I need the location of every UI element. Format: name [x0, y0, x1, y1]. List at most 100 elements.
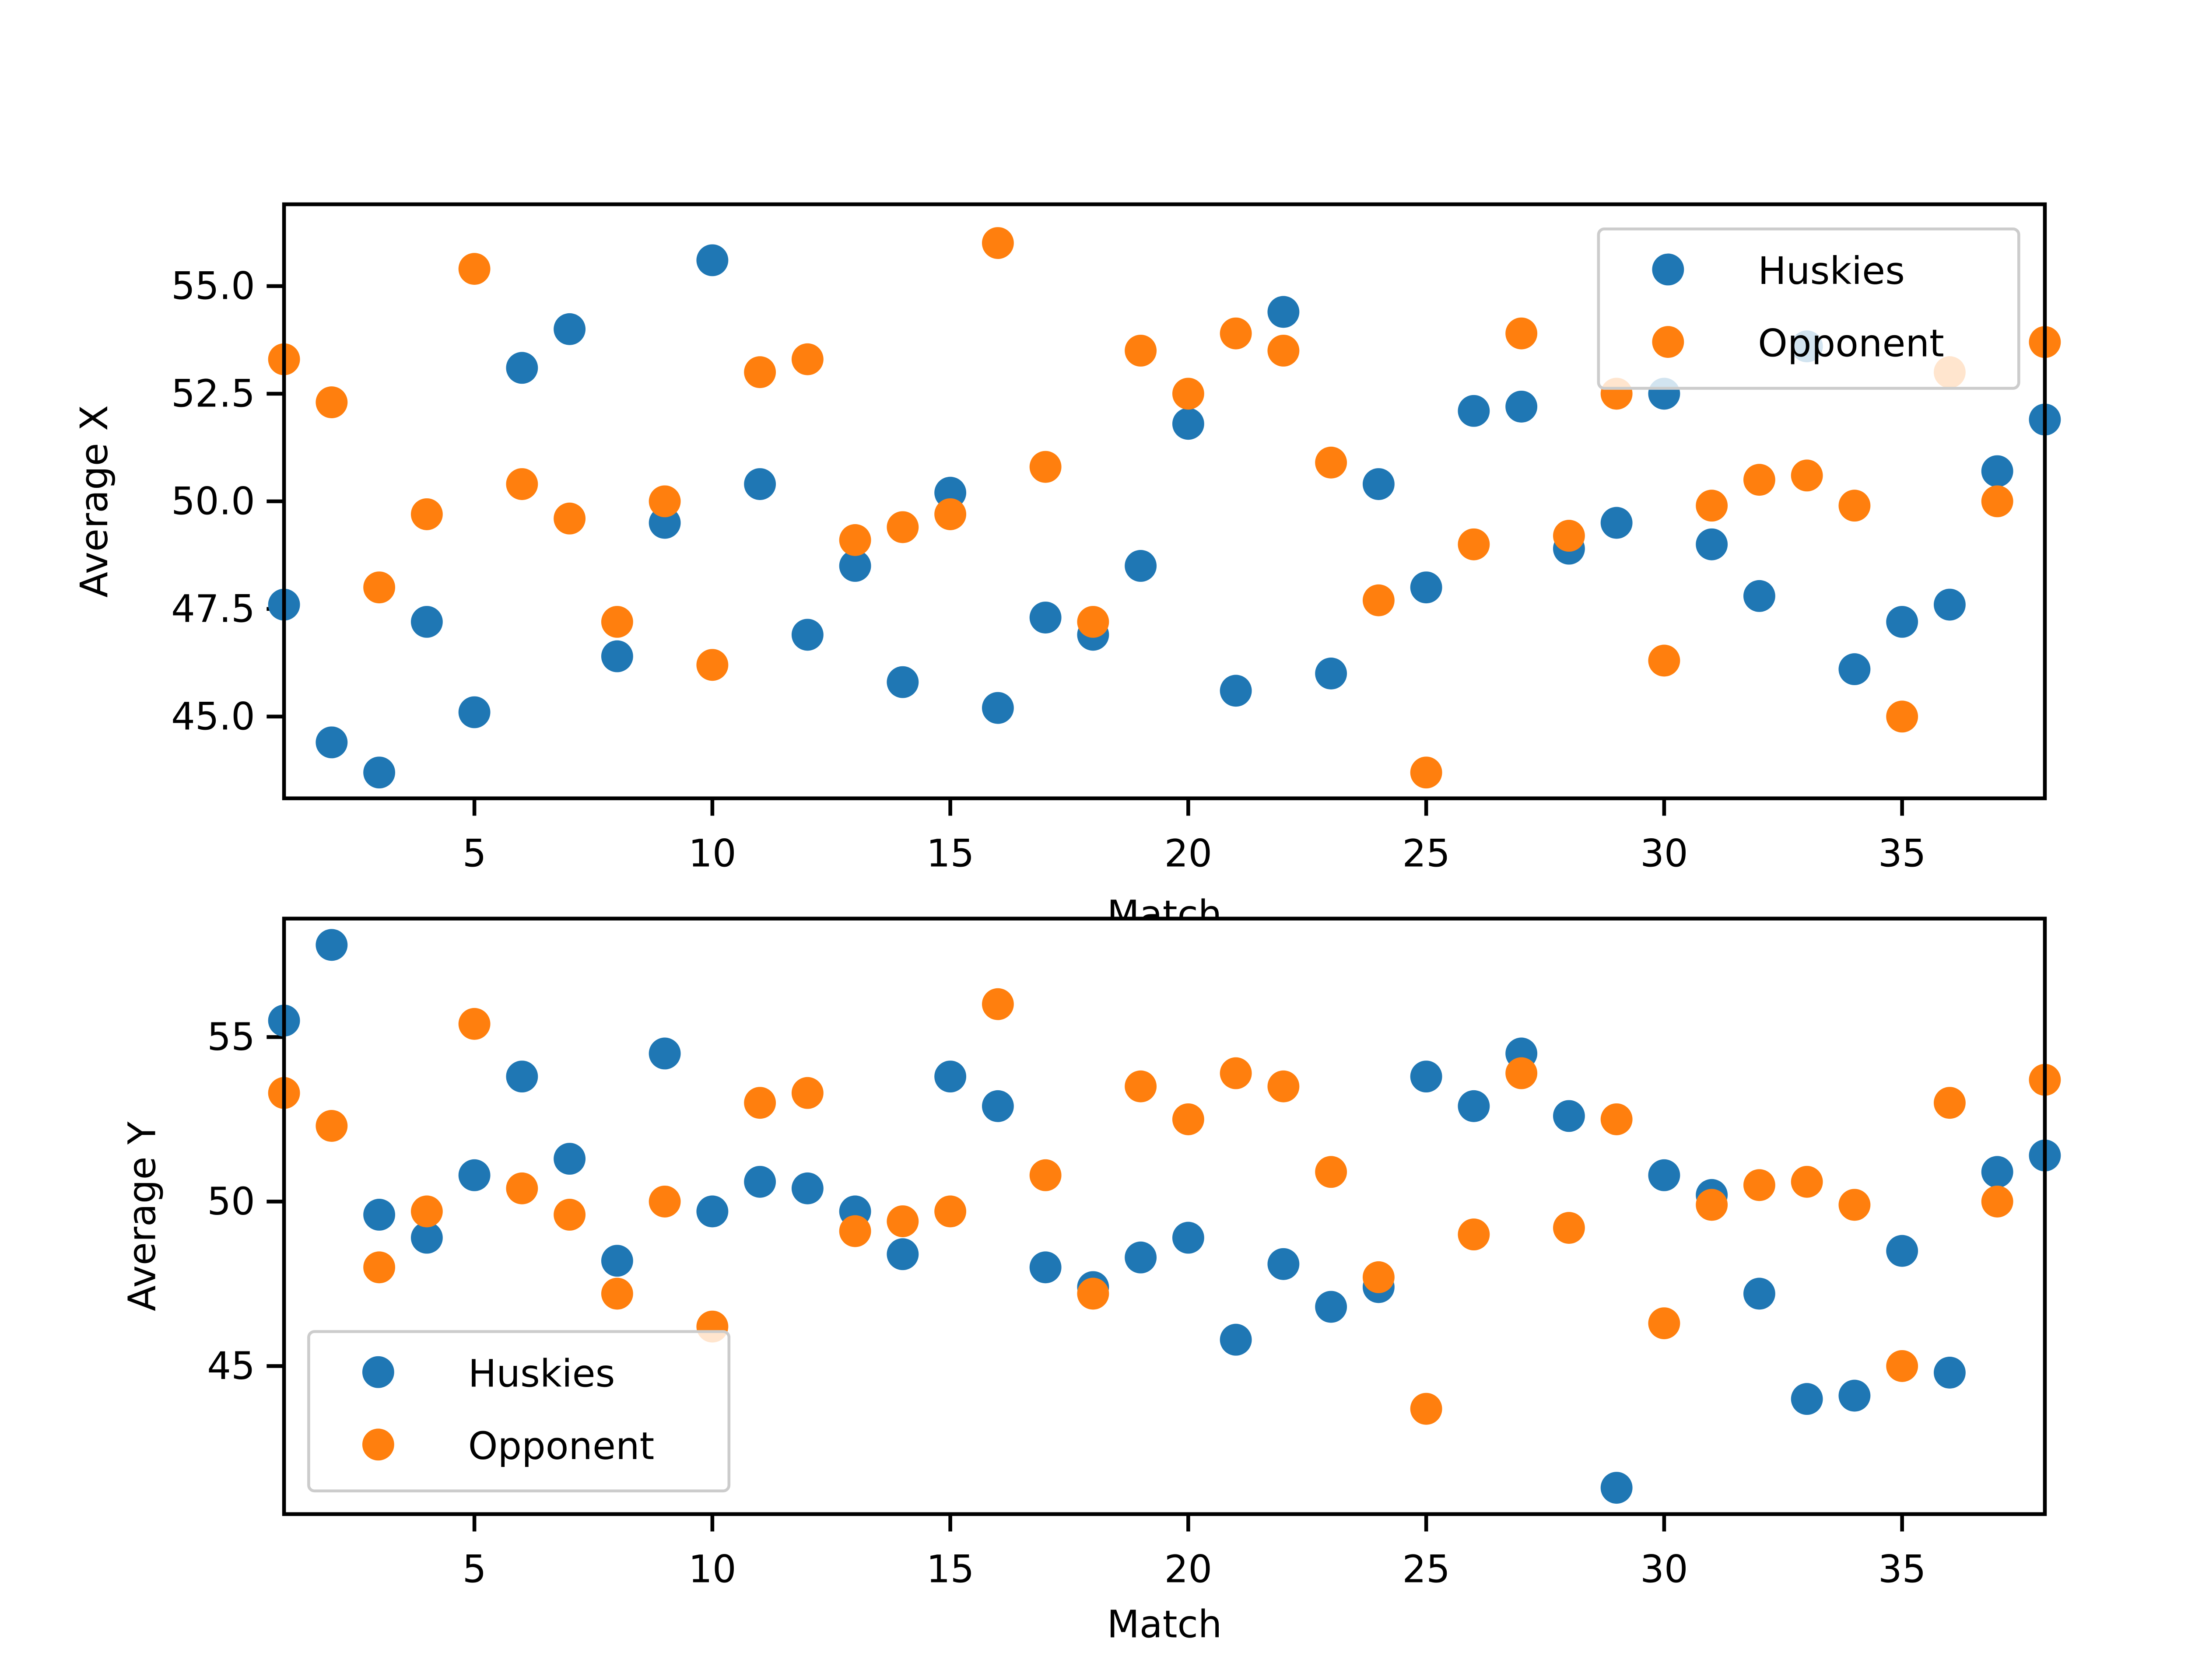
y-tick-label: 45.0 — [171, 695, 255, 739]
huskies-point — [1600, 507, 1633, 539]
huskies-point — [506, 1060, 538, 1093]
huskies-point — [316, 929, 348, 961]
opponent-point — [839, 524, 871, 556]
opponent-point — [1410, 756, 1442, 789]
opponent-point — [1505, 1057, 1538, 1089]
opponent-point — [887, 1205, 919, 1237]
opponent-point — [744, 356, 776, 388]
huskies-point — [1410, 571, 1442, 604]
huskies-point — [554, 313, 586, 345]
opponent-point — [1458, 1218, 1490, 1251]
legend-box — [307, 1330, 731, 1493]
x-tick-label: 20 — [1164, 832, 1213, 875]
opponent-point — [1743, 464, 1775, 496]
huskies-point — [696, 1195, 729, 1228]
x-tick-label: 30 — [1640, 1547, 1688, 1591]
huskies-point — [363, 1199, 396, 1231]
opponent-point — [601, 1278, 633, 1310]
huskies-point — [1933, 1357, 1966, 1389]
huskies-point — [1553, 1100, 1585, 1132]
opponent-point — [791, 343, 824, 375]
opponent-point — [1029, 1159, 1062, 1191]
huskies-point — [1505, 390, 1538, 423]
opponent-point — [791, 1077, 824, 1109]
x-tick-label: 5 — [463, 832, 487, 875]
opponent-point — [458, 253, 491, 285]
huskies-point — [601, 640, 633, 672]
huskies-point — [1315, 1291, 1347, 1323]
huskies-point — [1743, 580, 1775, 612]
opponent-point — [363, 571, 396, 604]
x-tick-label: 10 — [688, 832, 736, 875]
opponent-point — [554, 502, 586, 535]
opponent-point — [934, 1195, 967, 1228]
y-tick-label: 52.5 — [171, 372, 255, 416]
opponent-point — [649, 485, 681, 518]
opponent-point — [1981, 485, 2013, 518]
opponent-point — [744, 1087, 776, 1119]
huskies-point — [1458, 1090, 1490, 1122]
legend-marker-opponent — [1652, 326, 1684, 358]
series-opponent — [268, 988, 2061, 1425]
legend-label-opponent: Opponent — [1758, 322, 1944, 366]
x-tick-label: 20 — [1164, 1547, 1213, 1591]
huskies-point — [1600, 1472, 1633, 1504]
legend-box — [1597, 227, 2020, 390]
y-tick-label: 55 — [207, 1015, 255, 1059]
huskies-point — [458, 696, 491, 728]
opponent-point — [1220, 1057, 1252, 1089]
x-tick-label: 15 — [926, 832, 975, 875]
opponent-point — [1838, 1189, 1871, 1221]
huskies-point — [744, 468, 776, 500]
opponent-point — [410, 498, 443, 530]
opponent-point — [1172, 1103, 1204, 1135]
huskies-point — [1981, 1156, 2013, 1188]
opponent-point — [1553, 1212, 1585, 1244]
huskies-point — [934, 1060, 967, 1093]
x-tick-label: 5 — [463, 1547, 487, 1591]
opponent-point — [1696, 1189, 1728, 1221]
x-tick-label: 25 — [1402, 1547, 1450, 1591]
opponent-point — [1362, 584, 1395, 616]
opponent-point — [1410, 1393, 1442, 1425]
legend-marker-huskies — [1652, 253, 1684, 286]
y-tick-label: 47.5 — [171, 588, 255, 631]
huskies-point — [1125, 550, 1157, 582]
top-chart-average-x: 5 10 15 20 25 30 3545.047.550.052.555.0MatchAv… — [73, 202, 2061, 937]
opponent-point — [1648, 644, 1680, 677]
huskies-point — [1315, 658, 1347, 690]
opponent-point — [316, 386, 348, 418]
bottom-chart-average-y: 5 10 15 20 25 30 35 45 50 55 Match Average Y Huskies… — [120, 917, 2061, 1646]
huskies-point — [1743, 1278, 1775, 1310]
opponent-point — [1743, 1169, 1775, 1201]
x-tick-label: 30 — [1640, 832, 1688, 875]
huskies-point — [316, 726, 348, 759]
opponent-point — [363, 1251, 396, 1284]
huskies-point — [1886, 1235, 1918, 1267]
opponent-point — [1553, 520, 1585, 552]
opponent-point — [839, 1215, 871, 1247]
huskies-point — [1791, 1383, 1823, 1415]
huskies-point — [506, 352, 538, 384]
opponent-point — [316, 1110, 348, 1142]
legend: Huskies Opponent — [307, 1330, 731, 1493]
huskies-point — [744, 1166, 776, 1198]
huskies-point — [1220, 1323, 1252, 1356]
huskies-point — [1267, 1248, 1300, 1280]
legend-marker-huskies — [362, 1356, 394, 1388]
huskies-point — [1458, 395, 1490, 427]
huskies-point — [696, 244, 729, 276]
opponent-point — [1600, 1103, 1633, 1135]
opponent-point — [982, 988, 1014, 1020]
opponent-point — [458, 1008, 491, 1040]
opponent-point — [1648, 1307, 1680, 1340]
huskies-point — [363, 756, 396, 789]
opponent-point — [1029, 451, 1062, 483]
opponent-point — [696, 649, 729, 681]
huskies-point — [791, 619, 824, 651]
huskies-point — [1029, 602, 1062, 634]
legend-label-huskies: Huskies — [1758, 249, 1905, 293]
huskies-point — [1362, 468, 1395, 500]
opponent-point — [1077, 606, 1109, 638]
